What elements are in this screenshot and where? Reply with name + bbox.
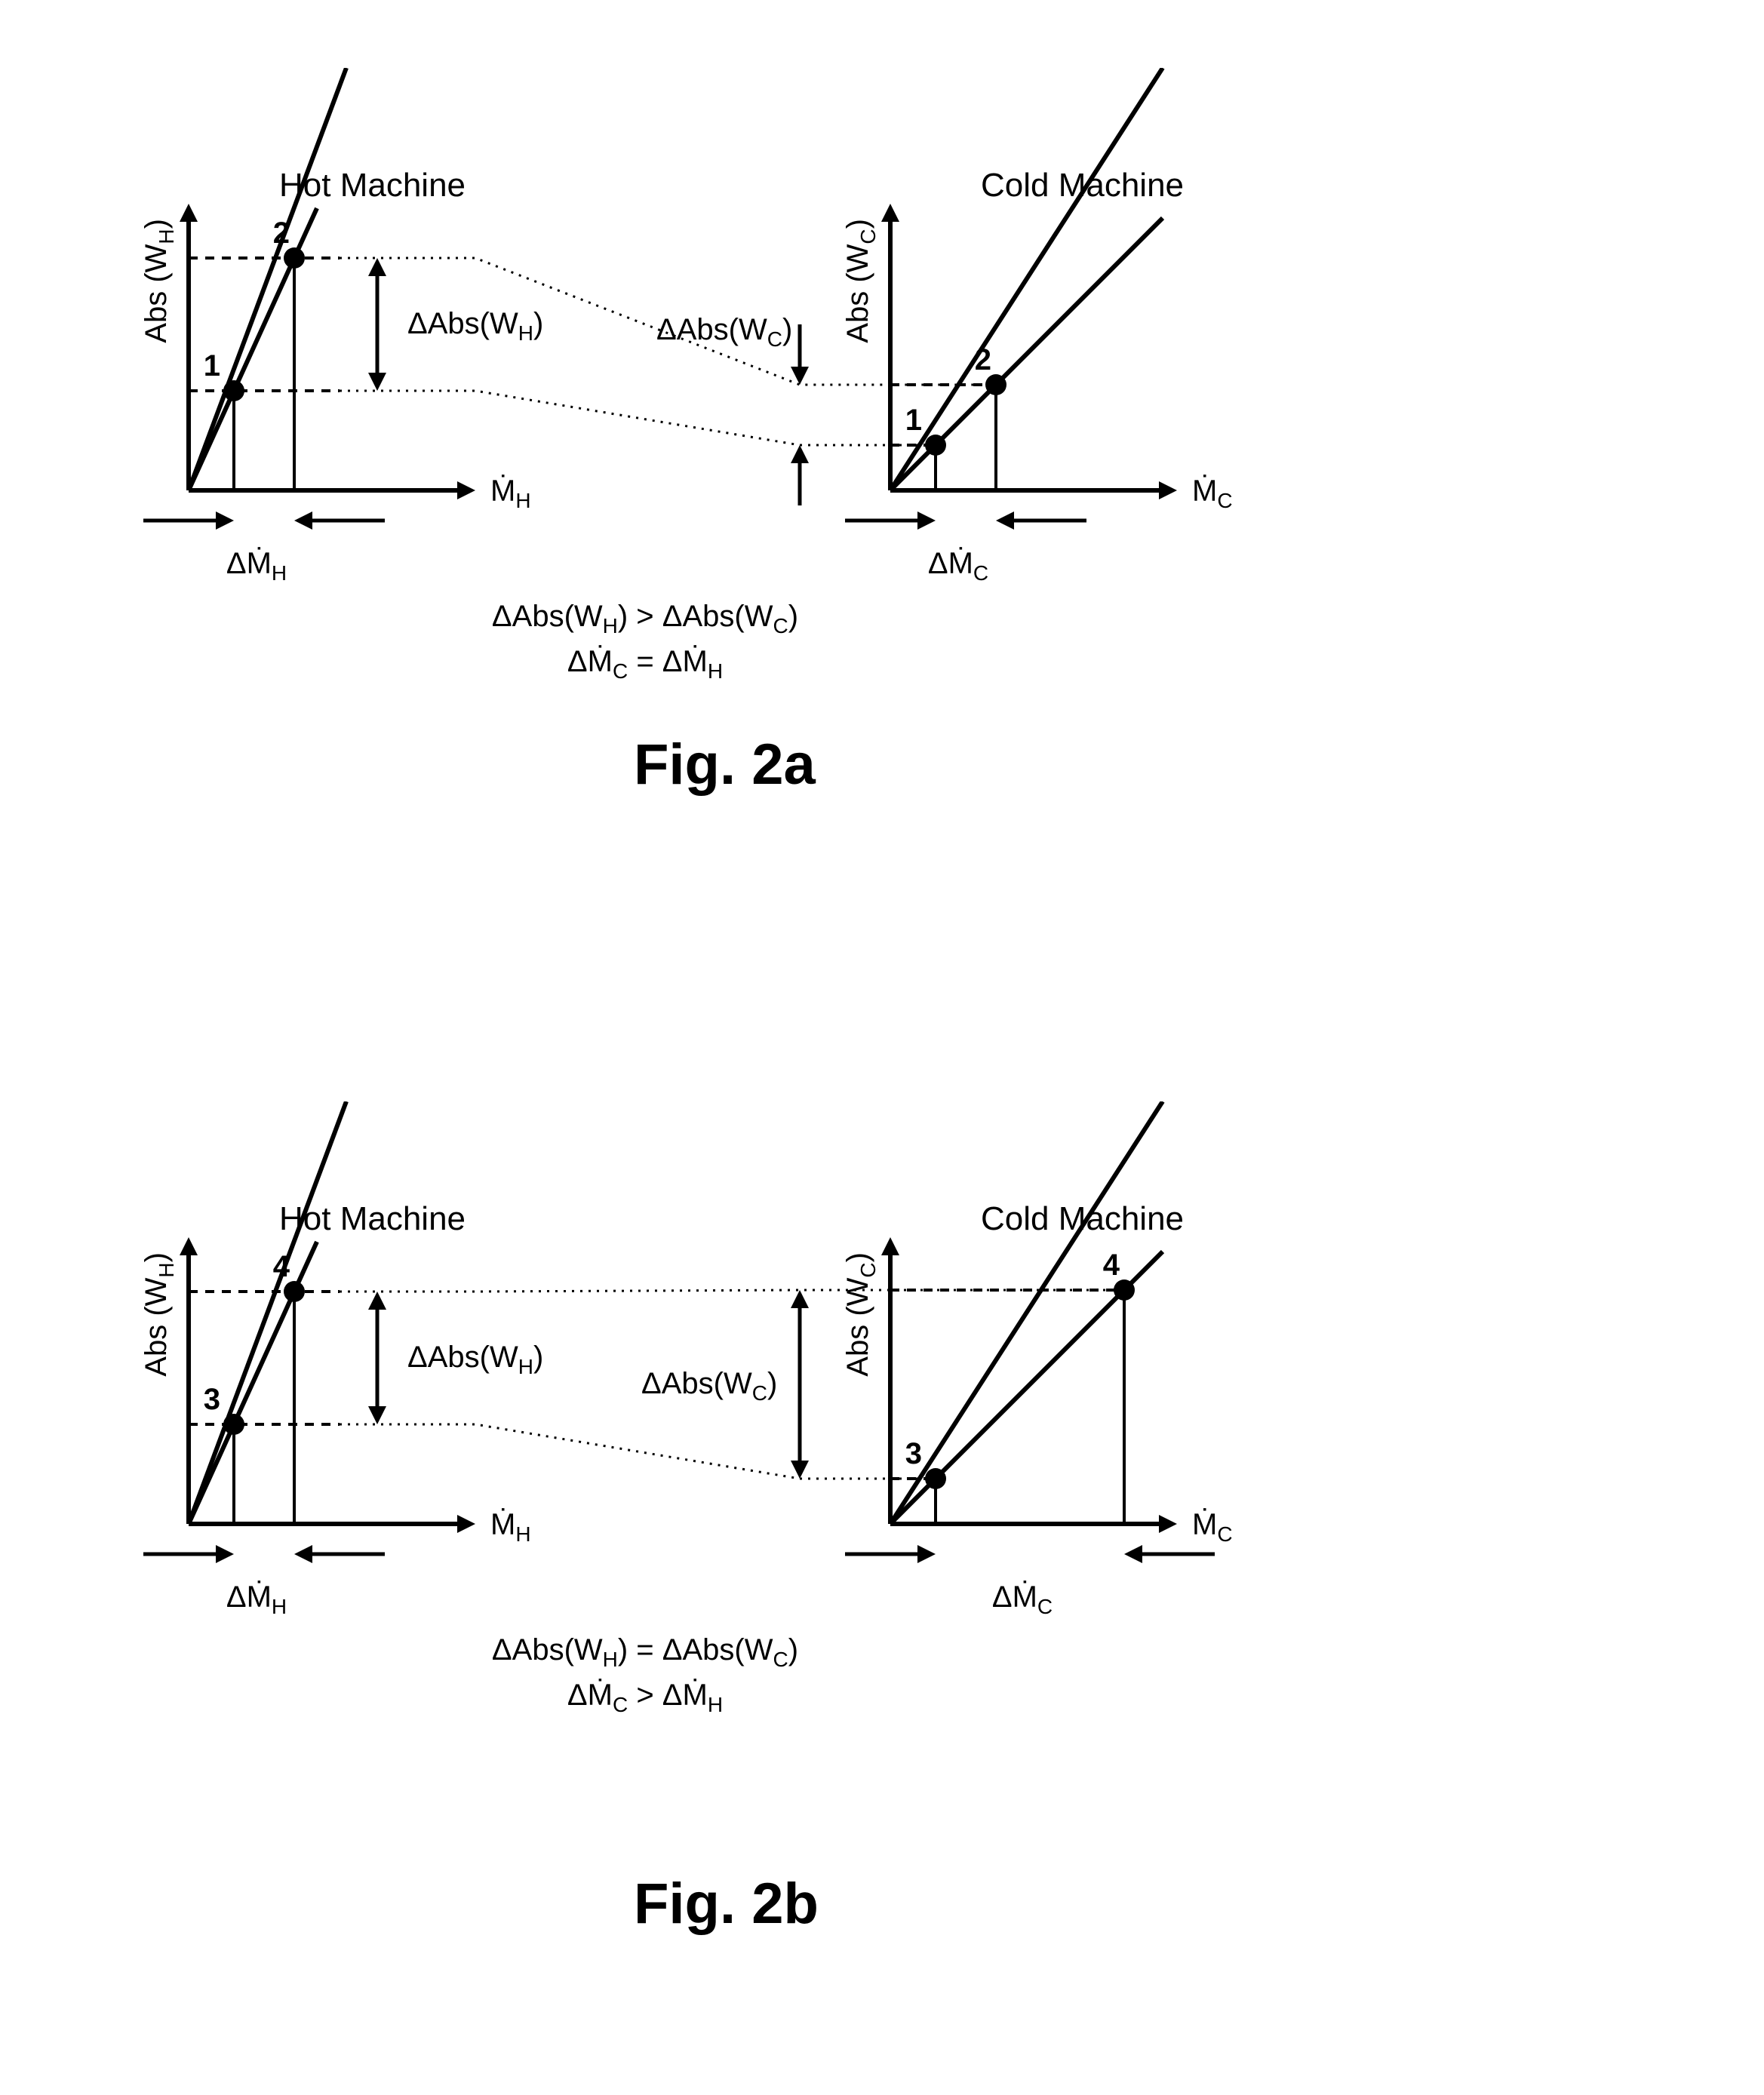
- line: [189, 68, 346, 490]
- delta-w-label: ΔAbs(WH): [407, 1341, 543, 1378]
- point-label: 4: [1103, 1249, 1120, 1282]
- x-axis-label: ṀC: [1192, 1507, 1233, 1546]
- arrowhead: [791, 445, 809, 463]
- arrow-left: [294, 511, 385, 530]
- point-label: 1: [905, 404, 922, 437]
- fig-2b-wrap: 3 4 ΔṀH ΔAbs(WH) Abs (WH) ṀH Hot Machine 3 4 ΔṀC A…: [0, 1101, 1764, 1931]
- arrow-left: [1124, 1545, 1215, 1563]
- equation: ΔṀC > ΔṀH: [567, 1678, 723, 1716]
- panel-title: Cold Machine: [981, 167, 1184, 204]
- delta-w-label: ΔAbs(WH): [407, 1341, 543, 1378]
- delta-m-label: ΔṀH: [226, 1580, 287, 1618]
- fig-title-2b: Fig. 2b: [634, 1871, 819, 1937]
- arrowhead: [996, 511, 1014, 530]
- arrowhead: [368, 1406, 386, 1424]
- arrowhead: [1124, 1545, 1142, 1563]
- arrowhead: [791, 1290, 809, 1308]
- arrow-left: [294, 1545, 385, 1563]
- arrow-right: [845, 511, 936, 530]
- point-label: 4: [273, 1250, 290, 1283]
- point-label: 2: [975, 343, 991, 376]
- arrowhead: [368, 258, 386, 276]
- y-axis-label: Abs (WH): [140, 219, 178, 343]
- figure-a: 1 2 ΔṀH ΔAbs(WH) Abs (WH) ṀH Hot Machine 1 2 ΔṀC A…: [0, 68, 1764, 898]
- correspondence-line: [340, 391, 936, 445]
- delta-m-label: ΔṀH: [226, 1580, 287, 1618]
- delta-m-label: ΔṀH: [226, 546, 287, 585]
- panel-title: Cold Machine: [981, 1200, 1184, 1237]
- arrowhead: [368, 373, 386, 391]
- x-axis-label: ṀC: [1192, 474, 1233, 512]
- arrowhead: [216, 511, 234, 530]
- page-root: 1 2 ΔṀH ΔAbs(WH) Abs (WH) ṀH Hot Machine 1 2 ΔṀC A…: [0, 0, 1764, 2095]
- x-axis-label: ṀH: [490, 474, 531, 512]
- equation: ΔAbs(WH) > ΔAbs(WC): [492, 600, 798, 637]
- arrowhead: [881, 204, 899, 222]
- arrowhead: [180, 204, 198, 222]
- arrowhead: [917, 511, 936, 530]
- delta-m-label: ΔṀC: [992, 1580, 1053, 1618]
- arrowhead: [294, 1545, 312, 1563]
- y-axis-label: Abs (WH): [140, 1252, 178, 1377]
- x-axis-label: ṀC: [1192, 1507, 1233, 1546]
- arrowhead: [917, 1545, 936, 1563]
- y-axis-label: Abs (WC): [841, 219, 880, 343]
- delta-w-label: ΔAbs(WC): [656, 313, 792, 351]
- arrowhead: [457, 481, 475, 499]
- x-axis-label: ṀH: [490, 474, 531, 512]
- delta-w-label: ΔAbs(WC): [641, 1367, 777, 1405]
- panel-title: Hot Machine: [279, 167, 466, 204]
- correspondence-line: [340, 1424, 936, 1479]
- fig-title-2a: Fig. 2a: [634, 732, 816, 797]
- delta-m-label: ΔṀC: [992, 1580, 1053, 1618]
- arrowhead: [881, 1237, 899, 1255]
- y-axis-label: Abs (WC): [841, 219, 880, 343]
- point-label: 1: [204, 349, 220, 382]
- fig-2a-wrap: 1 2 ΔṀH ΔAbs(WH) Abs (WH) ṀH Hot Machine 1 2 ΔṀC A…: [0, 68, 1764, 898]
- equation: ΔṀC = ΔṀH: [567, 644, 723, 683]
- arrowhead: [294, 511, 312, 530]
- delta-m-label: ΔṀC: [928, 546, 988, 585]
- figure-b: 3 4 ΔṀH ΔAbs(WH) Abs (WH) ṀH Hot Machine 3 4 ΔṀC A…: [0, 1101, 1764, 1931]
- arrow-right: [845, 1545, 936, 1563]
- double-arrow-v: [368, 258, 386, 391]
- point-label: 2: [273, 217, 290, 250]
- delta-w-label: ΔAbs(WH): [407, 307, 543, 345]
- arrowhead: [216, 1545, 234, 1563]
- line: [890, 68, 1163, 490]
- y-axis-label: Abs (WC): [841, 1252, 880, 1377]
- equation: ΔAbs(WH) = ΔAbs(WC): [492, 1633, 798, 1671]
- y-axis-label: Abs (WH): [140, 219, 178, 343]
- delta-m-label: ΔṀH: [226, 546, 287, 585]
- y-axis-label: Abs (WC): [841, 1252, 880, 1377]
- delta-w-label: ΔAbs(WH): [407, 307, 543, 345]
- double-arrow-v: [791, 1290, 809, 1479]
- arrow-right: [143, 1545, 234, 1563]
- arrowhead: [1159, 481, 1177, 499]
- arrowhead: [457, 1515, 475, 1533]
- arrowhead: [791, 1461, 809, 1479]
- arrow-right: [143, 511, 234, 530]
- x-axis-label: ṀH: [490, 1507, 531, 1546]
- delta-w-label: ΔAbs(WC): [641, 1367, 777, 1405]
- delta-m-label: ΔṀC: [928, 546, 988, 585]
- panel-title: Hot Machine: [279, 1200, 466, 1237]
- arrowhead: [180, 1237, 198, 1255]
- x-axis-label: ṀH: [490, 1507, 531, 1546]
- arrowhead: [1159, 1515, 1177, 1533]
- delta-w-label: ΔAbs(WC): [656, 313, 792, 351]
- arrowhead: [368, 1292, 386, 1310]
- point-label: 3: [204, 1383, 220, 1416]
- line: [890, 1101, 1163, 1524]
- arrow-left: [996, 511, 1086, 530]
- double-arrow-v: [368, 1292, 386, 1424]
- point-label: 3: [905, 1437, 922, 1470]
- x-axis-label: ṀC: [1192, 474, 1233, 512]
- line: [189, 1101, 346, 1524]
- arrowhead: [791, 367, 809, 385]
- y-axis-label: Abs (WH): [140, 1252, 178, 1377]
